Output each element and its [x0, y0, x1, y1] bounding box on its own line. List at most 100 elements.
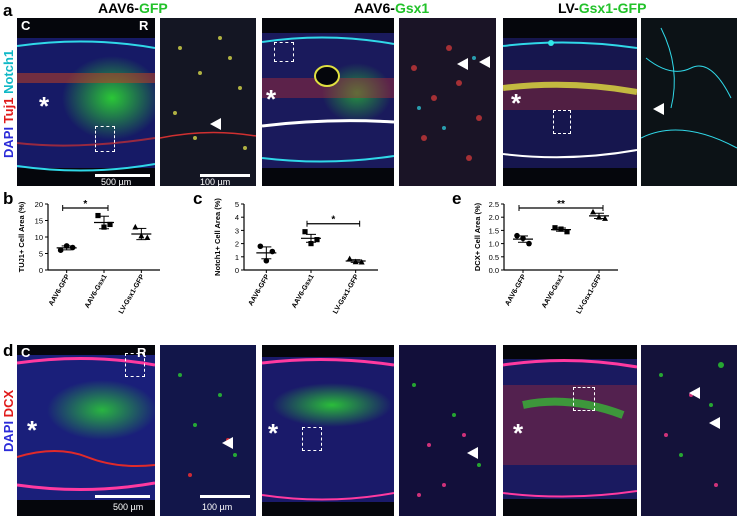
data-point: [346, 255, 353, 262]
data-point: [564, 229, 570, 235]
scalebar: [95, 174, 150, 177]
y-tick-label: 10: [35, 233, 43, 242]
title-colored: Gsx1-GFP: [578, 0, 647, 16]
arrowhead-marker: [689, 387, 700, 399]
zoom-region-box: [553, 110, 571, 134]
data-point: [257, 243, 264, 250]
micrograph-d2-overview: *: [262, 345, 394, 516]
y-tick-label: 1.5: [489, 226, 499, 235]
data-point: [302, 229, 308, 235]
corner-label-c: C: [21, 345, 31, 360]
micrograph-d1-overview: C R * 500 µm: [17, 345, 155, 516]
zoom-region-box: [125, 353, 145, 377]
arrowhead-marker: [457, 58, 468, 70]
data-point: [514, 232, 520, 239]
y-tick-label: 2: [235, 240, 239, 249]
title-colored: GFP: [138, 0, 168, 16]
micrograph-a3-overview: *: [503, 18, 637, 186]
stain-tuj1: Tuj1: [1, 97, 16, 124]
y-tick-label: 3: [235, 226, 239, 235]
data-point: [263, 257, 270, 264]
corner-label-r: R: [139, 18, 149, 33]
significance-label: **: [557, 199, 565, 210]
x-tick-label: AAV6-GFP: [504, 273, 528, 307]
zoom-region-box: [573, 387, 595, 411]
arrowhead-marker: [653, 103, 664, 115]
panel-a-stain-label: DAPI Tuj1 Notch1: [1, 50, 16, 158]
zoom-region-box: [302, 427, 322, 451]
micrograph-a1-zoom: 100 µm: [160, 18, 256, 186]
data-point: [358, 258, 365, 265]
chart-tuj1: 0 5 10 15 20 TUJ1+ Cell Area (%) AAV6-GFP AAV6-…: [17, 199, 160, 315]
title-aav6-gfp: AAV6-GFP: [98, 0, 168, 16]
micrograph-a2-zoom: [399, 18, 496, 186]
y-tick-label: 4: [235, 213, 239, 222]
panel-b-label: b: [3, 189, 14, 208]
zoom-region-box: [274, 42, 294, 62]
significance-label: *: [83, 199, 87, 210]
micrograph-d1-zoom: 100 µm: [160, 345, 256, 516]
chart-dcx: 0.0 0.5 1.0 1.5 2.0 2.5 DCX+ Cell Area (%) AAV6…: [473, 199, 618, 315]
lesion-star: *: [511, 88, 522, 118]
title-aav6-gsx1: AAV6-Gsx1: [354, 0, 429, 16]
y-tick-label: 0.0: [489, 266, 499, 275]
y-tick-label: 20: [35, 200, 43, 209]
panel-e-label: e: [452, 189, 462, 208]
x-tick-label: AAV6-Gsx1: [84, 273, 109, 309]
panel-d-stain-label: DAPI DCX: [1, 390, 16, 452]
significance-label: *: [331, 215, 335, 226]
arrowhead-marker: [222, 437, 233, 449]
panel-d-label: d: [3, 341, 14, 360]
data-point: [526, 240, 532, 247]
y-tick-label: 1.0: [489, 240, 499, 249]
title-colored: Gsx1: [394, 0, 430, 16]
y-tick-label: 1: [235, 253, 239, 262]
title-prefix: LV-: [558, 0, 579, 16]
arrowhead-marker: [709, 417, 720, 429]
arrowhead-marker: [479, 56, 490, 68]
x-tick-label: AAV6-GFP: [48, 273, 72, 307]
data-point: [314, 237, 320, 243]
scalebar-label: 100 µm: [200, 177, 231, 186]
x-tick-label: LV-Gsx1-GFP: [118, 273, 146, 315]
zoom-region-box: [95, 126, 115, 152]
y-tick-label: 0.5: [489, 253, 499, 262]
lesion-star: *: [27, 415, 38, 445]
x-tick-label: LV-Gsx1-GFP: [332, 273, 360, 315]
corner-label-c: C: [21, 18, 31, 33]
y-axis-label: Notch1+ Cell Area (%): [213, 198, 222, 276]
data-point: [57, 247, 64, 253]
data-point: [95, 212, 101, 219]
data-point: [552, 225, 558, 231]
chart-notch1: 0 1 2 3 4 5 Notch1+ Cell Area (%) AAV6-GFP AAV6-…: [213, 198, 378, 315]
stain-notch1: Notch1: [1, 49, 16, 94]
data-point: [107, 221, 113, 228]
stain-dapi: DAPI: [1, 126, 16, 158]
lesion-star: *: [268, 418, 279, 448]
lesion-star: *: [266, 84, 277, 114]
stain-dapi: DAPI: [1, 420, 16, 452]
micrograph-d3-zoom: [641, 345, 737, 516]
panel-c-label: c: [193, 189, 203, 208]
x-tick-label: LV-Gsx1-GFP: [576, 273, 604, 315]
lesion-star: *: [513, 418, 524, 448]
arrowhead-marker: [467, 447, 478, 459]
y-tick-label: 0: [235, 266, 239, 275]
micrograph-d2-zoom: [399, 345, 496, 516]
corner-label-r: R: [137, 345, 147, 360]
x-tick-label: AAV6-Gsx1: [541, 273, 566, 309]
scalebar-label: 100 µm: [202, 502, 233, 512]
scalebar: [95, 495, 150, 498]
y-tick-label: 0: [39, 266, 43, 275]
scalebar: [200, 174, 250, 177]
micrograph-a3-zoom: [641, 18, 737, 186]
micrograph-a2-overview: *: [262, 18, 394, 186]
title-prefix: AAV6-: [354, 0, 395, 16]
scalebar: [200, 495, 250, 498]
data-point: [602, 215, 608, 221]
data-point: [308, 241, 314, 247]
y-tick-label: 2.5: [489, 200, 499, 209]
micrograph-d3-overview: *: [503, 345, 637, 516]
scalebar-label: 500 µm: [113, 502, 144, 512]
y-tick-label: 5: [235, 200, 239, 209]
